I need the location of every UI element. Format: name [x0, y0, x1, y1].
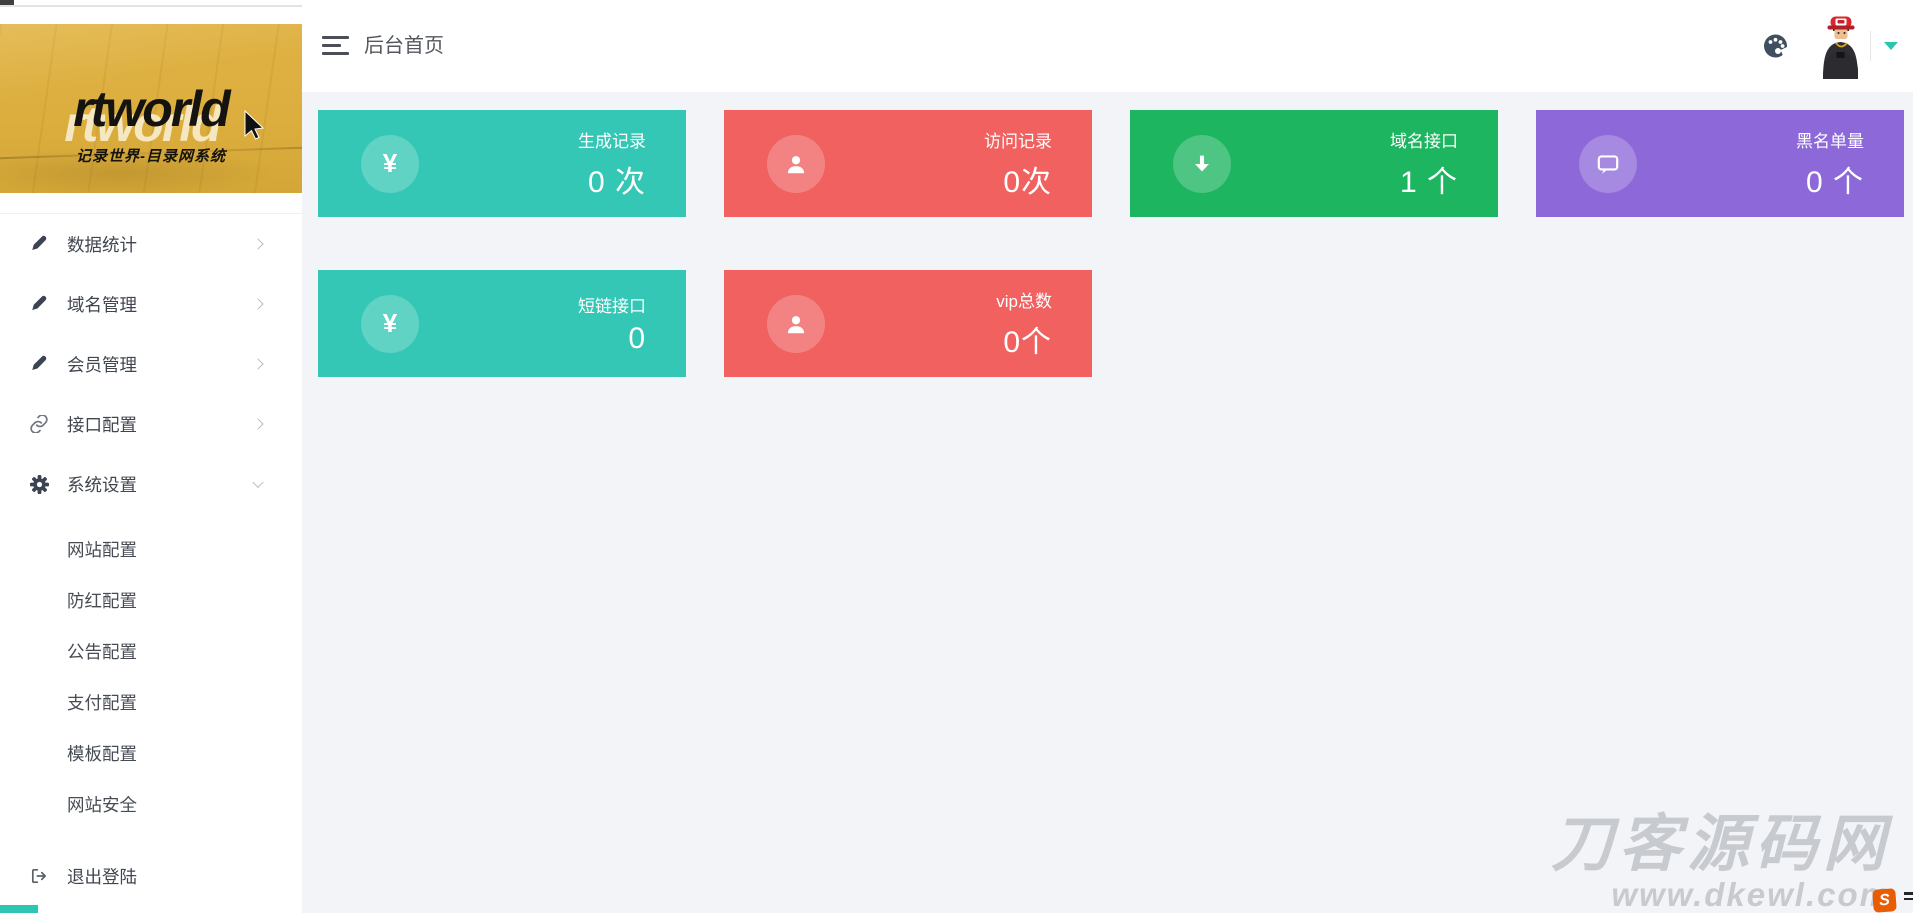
corner-widget-icon [1904, 892, 1913, 904]
sidebar-item-label: 退出登陆 [67, 866, 137, 887]
stat-card-value: 1 个 [1399, 165, 1458, 199]
sidebar-subitem-label: 网站配置 [67, 540, 137, 560]
chevron-down-icon [252, 476, 264, 489]
main-content: ¥ 生成记录 0 次 访问记录 0次 域名接口 [302, 92, 1913, 913]
sidebar-top-notch [0, 0, 14, 6]
sidebar-bottom-accent [0, 905, 38, 913]
sidebar-subitem-notice-config[interactable]: 公告配置 [0, 626, 302, 677]
sidebar-nav: 数据统计 域名管理 会员管理 [0, 213, 302, 906]
sidebar-item-label: 数据统计 [67, 234, 137, 255]
stat-card-value: 0 次 [587, 165, 646, 199]
sidebar-subitem-label: 模板配置 [67, 744, 137, 764]
sidebar-subitem-site-config[interactable]: 网站配置 [0, 524, 302, 575]
stat-card-blacklist: 黑名单量 0 个 [1536, 110, 1904, 217]
watermark-site-name: 刀客源码网 [1550, 810, 1891, 879]
sidebar-item-system-settings[interactable]: 系统设置 [0, 454, 302, 514]
chevron-right-icon [252, 358, 264, 370]
stat-card-label: 域名接口 [1390, 131, 1458, 151]
brand-logo: rtworld 记录世界-目录网系统 [0, 24, 302, 193]
link-icon [28, 415, 50, 433]
stat-card-value: 0次 [1003, 165, 1052, 199]
sidebar-top-border [0, 5, 302, 7]
chevron-right-icon [252, 418, 264, 430]
stat-card-label: 生成记录 [578, 131, 646, 151]
chat-icon [1579, 134, 1637, 193]
stat-card-value: 0个 [1003, 325, 1052, 359]
arrow-down-icon [1173, 134, 1231, 193]
brand-subtitle: 记录世界-目录网系统 [76, 148, 226, 165]
mouse-cursor [243, 109, 265, 145]
pen-icon [28, 295, 50, 313]
stat-card-value: 0 个 [1805, 165, 1864, 199]
yuan-icon: ¥ [361, 134, 419, 193]
watermark: 刀客源码网 www.dkewl.com [1550, 810, 1891, 913]
logout-icon [28, 867, 50, 885]
stat-card-domain-api: 域名接口 1 个 [1130, 110, 1498, 217]
brand-name: rtworld [73, 81, 230, 137]
stat-card-label: 黑名单量 [1796, 131, 1864, 151]
pen-icon [28, 235, 50, 253]
avatar[interactable] [1818, 15, 1863, 81]
sidebar-subitem-label: 网站安全 [67, 795, 137, 815]
yuan-icon: ¥ [361, 294, 419, 353]
gear-icon [28, 474, 50, 494]
caret-down-icon[interactable] [1884, 42, 1898, 50]
user-icon [767, 294, 825, 353]
sidebar-subitem-label: 防红配置 [67, 591, 137, 611]
sidebar-item-domain-manage[interactable]: 域名管理 [0, 274, 302, 334]
sidebar-subitem-template-config[interactable]: 模板配置 [0, 728, 302, 779]
stat-card-label: 短链接口 [578, 296, 646, 316]
top-header: 后台首页 [302, 0, 1913, 92]
stat-card-generate-records: ¥ 生成记录 0 次 [318, 110, 686, 217]
stat-card-label: 访问记录 [984, 131, 1052, 151]
stat-card-label: vip总数 [996, 291, 1052, 311]
sidebar-item-logout[interactable]: 退出登陆 [0, 846, 302, 906]
stat-card-visit-records: 访问记录 0次 [724, 110, 1092, 217]
sidebar-subitem-label: 支付配置 [67, 693, 137, 713]
header-divider [1870, 31, 1871, 61]
stat-card-value: 0 [628, 321, 646, 355]
sidebar-item-label: 系统设置 [67, 474, 137, 495]
chevron-right-icon [252, 298, 264, 310]
sidebar-subitem-payment-config[interactable]: 支付配置 [0, 677, 302, 728]
sidebar: rtworld 记录世界-目录网系统 数据统计 域名管理 [0, 0, 302, 913]
sidebar-item-label: 接口配置 [67, 414, 137, 435]
sidebar-submenu: 网站配置 防红配置 公告配置 支付配置 模板配置 网站安全 [0, 514, 302, 830]
sidebar-subitem-label: 公告配置 [67, 642, 137, 662]
sidebar-item-label: 会员管理 [67, 354, 137, 375]
stat-card-vip-total: vip总数 0个 [724, 270, 1092, 377]
sidebar-item-label: 域名管理 [67, 294, 137, 315]
palette-icon[interactable] [1761, 32, 1791, 62]
stat-card-shortlink-api: ¥ 短链接口 0 [318, 270, 686, 377]
chevron-right-icon [252, 238, 264, 250]
sidebar-item-data-stats[interactable]: 数据统计 [0, 214, 302, 274]
page-title: 后台首页 [364, 35, 444, 57]
sidebar-item-member-manage[interactable]: 会员管理 [0, 334, 302, 394]
sidebar-subitem-site-security[interactable]: 网站安全 [0, 779, 302, 830]
hamburger-icon[interactable] [322, 36, 350, 56]
sidebar-item-api-config[interactable]: 接口配置 [0, 394, 302, 454]
pen-icon [28, 355, 50, 373]
watermark-url: www.dkewl.com [1611, 876, 1891, 913]
sidebar-subitem-antired-config[interactable]: 防红配置 [0, 575, 302, 626]
user-icon [767, 134, 825, 193]
watermark-badge-icon: S [1872, 888, 1897, 913]
